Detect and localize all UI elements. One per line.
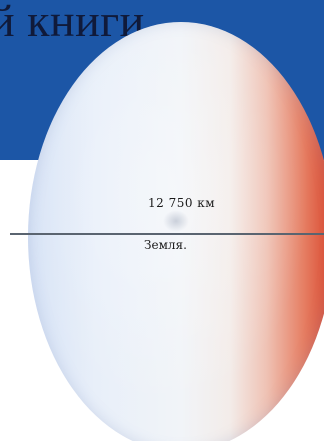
diameter-line: [10, 233, 324, 235]
earth-ellipse: [28, 22, 324, 441]
planet-name-label: Земля.: [144, 238, 187, 252]
earth-center-mark: [163, 210, 189, 232]
diameter-label: 12 750 км: [148, 196, 216, 210]
